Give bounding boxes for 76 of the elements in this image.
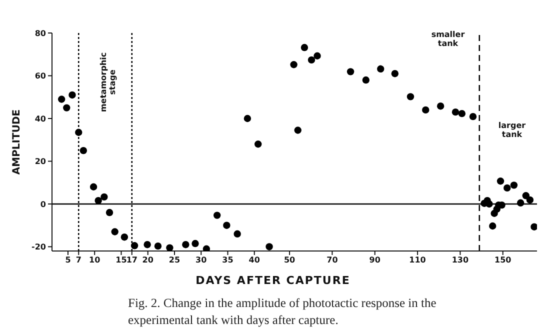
point [391, 70, 399, 78]
point [308, 56, 316, 64]
point [469, 112, 477, 120]
point [182, 240, 190, 248]
point [154, 242, 162, 250]
point [192, 240, 199, 248]
point [120, 234, 128, 241]
point [130, 242, 138, 250]
y-tick-label: 40 [34, 114, 46, 124]
point [58, 96, 66, 103]
x-tick-label: 30 [196, 256, 208, 265]
point [213, 212, 221, 219]
point [244, 114, 252, 122]
point [223, 222, 230, 229]
point [294, 126, 302, 134]
point [75, 128, 82, 136]
point [166, 244, 174, 251]
point [530, 223, 537, 230]
x-tick-label: 15 [116, 256, 128, 265]
point [90, 183, 98, 190]
x-tick-label: 20 [142, 256, 154, 265]
x-tick-label: 25 [168, 256, 180, 265]
x-tick-label: 10 [89, 256, 101, 265]
point [111, 228, 118, 236]
x-tick-label: 90 [369, 256, 381, 265]
point [100, 193, 108, 201]
point [504, 184, 511, 192]
point [234, 230, 241, 238]
x-tick-label: 35 [222, 256, 234, 265]
y-tick-label: 0 [40, 200, 46, 209]
x-tick-label: 70 [326, 256, 338, 265]
x-tick-label: 150 [494, 256, 512, 265]
point [290, 61, 298, 68]
point [516, 199, 524, 207]
y-tick-label: 20 [34, 157, 46, 166]
point [346, 68, 354, 76]
x-tick-label: 7 [76, 256, 82, 265]
point [63, 104, 70, 112]
x-tick-label: 50 [284, 256, 296, 265]
point [94, 196, 102, 204]
x-axis-title: DAYS AFTER CAPTURE [194, 274, 352, 287]
point [362, 76, 370, 84]
point [377, 65, 384, 73]
x-tick-label: 40 [248, 256, 260, 265]
x-tick-label: 130 [452, 256, 469, 265]
point [68, 91, 76, 99]
x-tick-label: 5 [65, 256, 72, 265]
x-tick-label: 17 [126, 256, 138, 265]
point [510, 182, 518, 189]
point [522, 192, 530, 200]
point [300, 44, 308, 52]
point [266, 243, 273, 250]
point [314, 52, 321, 60]
point [486, 200, 493, 208]
point [436, 102, 444, 110]
point [489, 222, 496, 230]
point [526, 196, 534, 204]
point [458, 110, 466, 118]
annotation: smaller tank [430, 30, 466, 48]
point [80, 146, 88, 154]
point [422, 106, 430, 114]
y-tick-label: 60 [34, 72, 46, 81]
y-tick-label: -20 [32, 242, 46, 252]
point [452, 108, 460, 116]
point [406, 93, 414, 100]
point [496, 178, 504, 185]
point [202, 245, 210, 251]
point [106, 208, 114, 216]
point [144, 240, 151, 248]
annotation: metamorphic stage [98, 52, 118, 112]
x-tick-label: 110 [409, 256, 426, 265]
caption: Fig. 2. Change in the amplitude of phototactic response in the experimental tank with days after capture. [128, 295, 438, 329]
annotation: larger tank [497, 121, 527, 140]
y-axis-title: AMPLITUDE [12, 109, 23, 175]
y-tick-label: 80 [34, 28, 46, 38]
point [254, 140, 262, 148]
